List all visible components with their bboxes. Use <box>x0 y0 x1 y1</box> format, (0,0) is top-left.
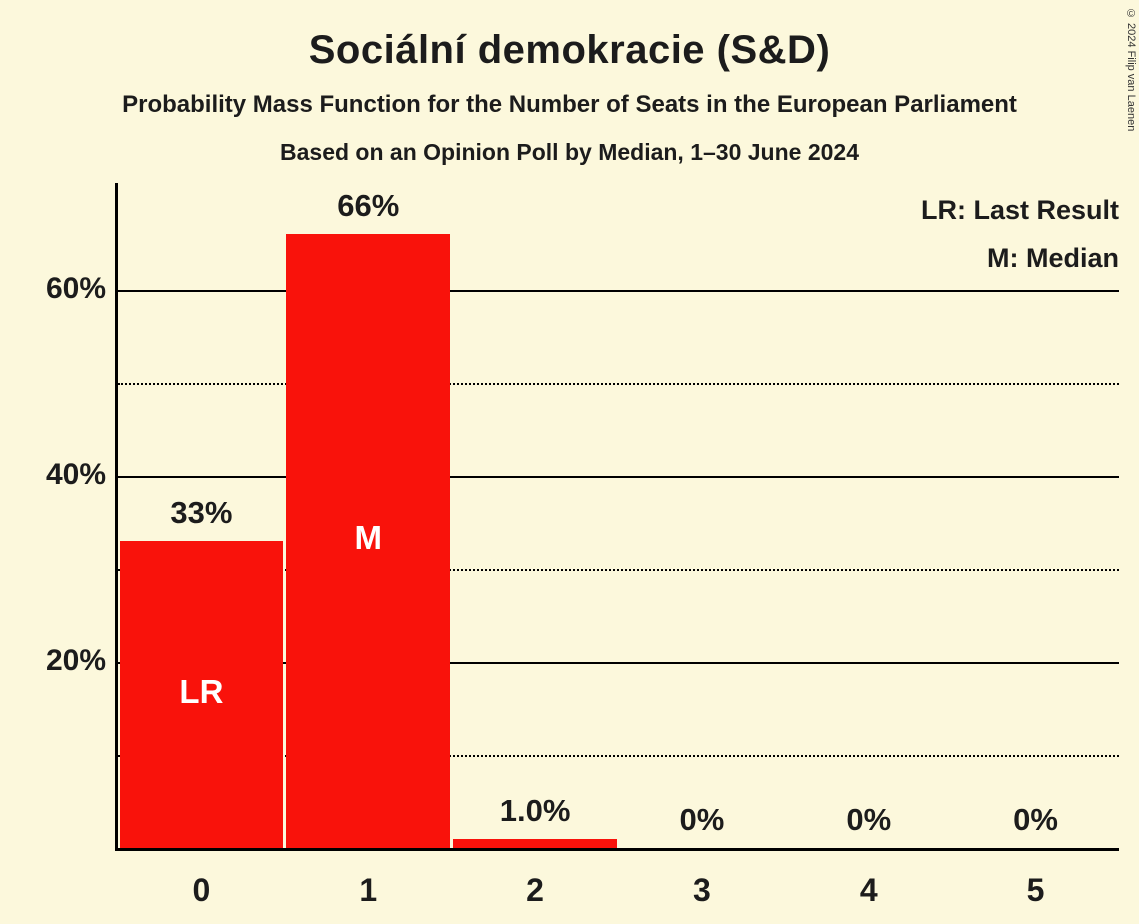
x-axis-tick-label: 1 <box>359 872 378 908</box>
bar-seats-0 <box>119 541 284 848</box>
x-axis-tick-label: 5 <box>1026 872 1045 908</box>
bar-annotation-m: M <box>354 519 382 557</box>
bar-value-label: 33% <box>170 495 233 531</box>
bar-seats-2 <box>453 838 617 848</box>
y-axis-line <box>115 183 118 851</box>
gridline-dotted <box>118 568 1119 571</box>
legend-item-median: M: Median <box>987 243 1119 273</box>
gridline-dotted <box>118 754 1119 757</box>
bar-value-label: 66% <box>337 188 400 224</box>
bar-seats-1 <box>286 234 451 848</box>
x-axis-tick-label: 2 <box>526 872 544 908</box>
copyright-notice: © 2024 Filip van Laenen <box>1125 8 1137 132</box>
y-axis-tick-label: 20% <box>45 643 106 677</box>
chart-subtitle-poll: Based on an Opinion Poll by Median, 1–30… <box>280 139 859 165</box>
y-axis-tick-label: 40% <box>45 457 106 491</box>
x-axis-line <box>115 848 1119 851</box>
x-axis-tick-label: 0 <box>192 872 211 908</box>
bar-value-label: 0% <box>1013 802 1058 837</box>
gridline-solid <box>118 475 1119 478</box>
bar-value-label: 1.0% <box>499 792 571 828</box>
plot-area: 33% LR 66% M 1.0% 0% 0% 0% <box>115 183 1119 851</box>
legend-item-last-result: LR: Last Result <box>920 195 1119 225</box>
gridline-solid <box>118 289 1119 292</box>
y-axis-tick-label: 60% <box>45 271 106 305</box>
x-axis-tick-label: 3 <box>693 872 711 908</box>
legend: LR: Last Result M: Median <box>921 186 1119 282</box>
chart-title: Sociální demokracie (S&D) <box>308 28 831 72</box>
bar-value-label: 0% <box>679 802 725 837</box>
gridline-solid <box>118 661 1119 664</box>
x-axis-tick-label: 4 <box>859 872 878 908</box>
bar-annotation-lr: LR <box>179 672 224 710</box>
gridline-dotted <box>118 382 1119 385</box>
chart-subtitle: Probability Mass Function for the Number… <box>122 91 1017 118</box>
bar-value-label: 0% <box>846 802 892 837</box>
